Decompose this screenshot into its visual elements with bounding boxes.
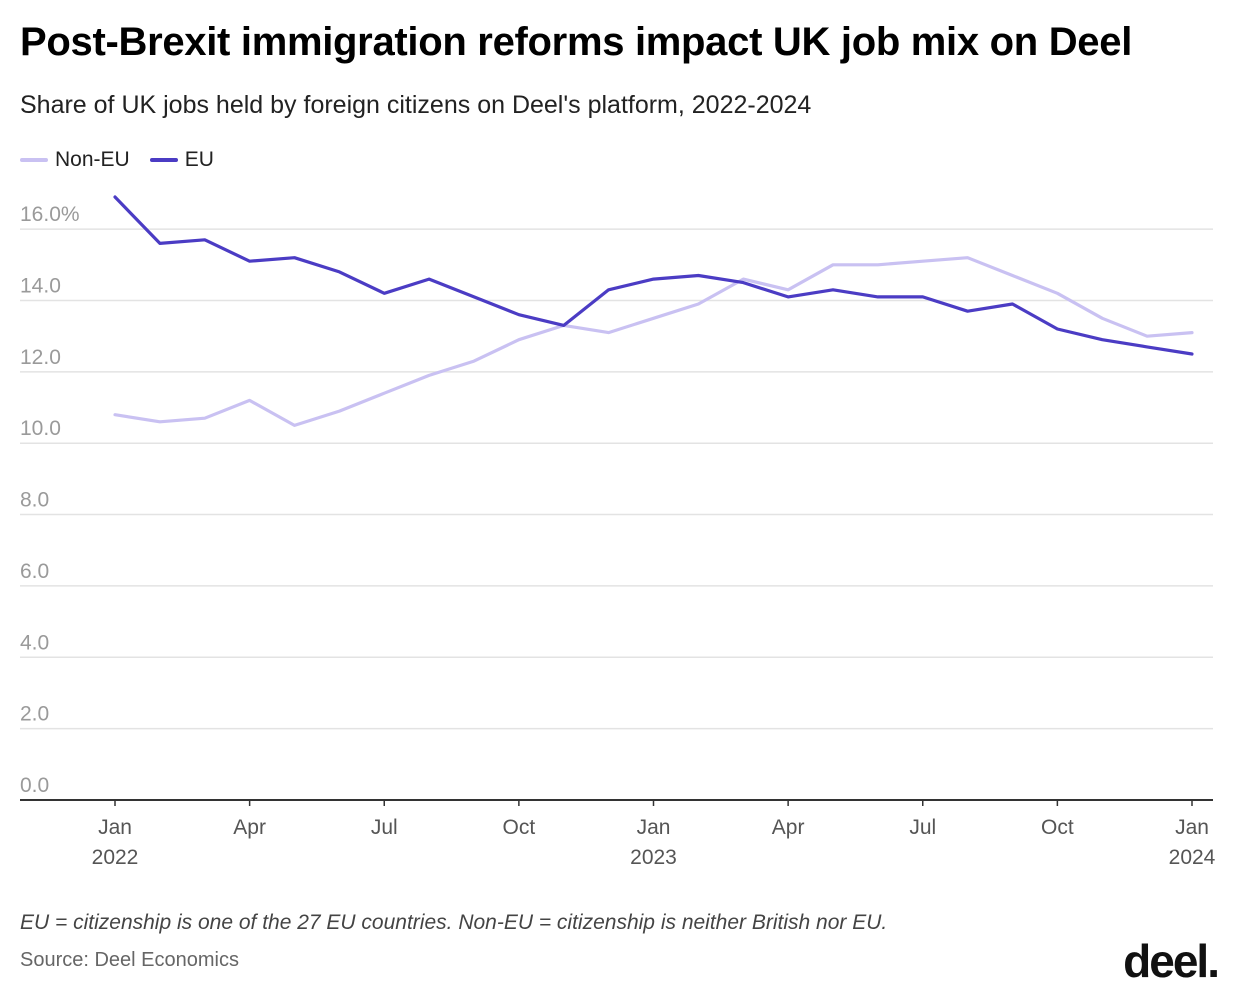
x-tick-label-month: Apr [772, 816, 805, 839]
series-line-eu [113, 195, 1194, 356]
legend-label-non-eu: Non-EU [55, 148, 130, 171]
y-tick-label: 16.0% [20, 203, 80, 226]
series-line-non-eu [113, 256, 1194, 427]
x-tick-label-month: Jul [909, 816, 936, 839]
legend-label-eu: EU [184, 148, 214, 171]
y-tick-label: 0.0 [20, 774, 49, 797]
x-tick-label-year: 2022 [92, 846, 139, 869]
source-text: Source: Deel Economics [20, 949, 239, 971]
y-tick-label: 4.0 [20, 631, 49, 654]
x-tick-label-month: Oct [503, 816, 536, 839]
x-tick-label-month: Jul [371, 816, 398, 839]
legend-swatch-eu [149, 158, 178, 162]
x-tick-label-month: Jan [98, 816, 132, 839]
x-tick-label-month: Oct [1041, 816, 1074, 839]
legend-item-eu: EU [149, 148, 214, 172]
x-tick-label-year: 2024 [1169, 846, 1216, 869]
grid-layer [20, 228, 1213, 730]
series-layer [113, 195, 1194, 427]
legend-swatch-non-eu [20, 158, 48, 162]
y-tick-label: 6.0 [20, 560, 49, 583]
y-tick-label: 2.0 [20, 703, 49, 726]
legend: Non-EU EU [20, 148, 234, 172]
x-axis-ticks: Jan 2022 Apr Jul Oct Jan 2023 Apr Jul Oct Jan 2024 [92, 800, 1216, 869]
footnote: EU = citizenship is one of the 27 EU cou… [20, 911, 888, 934]
y-tick-label: 10.0 [20, 417, 61, 440]
chart-subtitle: Share of UK jobs held by foreign citizen… [20, 91, 812, 119]
x-tick-label-month: Jan [1175, 816, 1209, 839]
x-tick-label-year: 2023 [630, 846, 677, 869]
y-tick-label: 14.0 [20, 274, 61, 297]
y-tick-label: 8.0 [20, 489, 49, 512]
y-axis-ticks: 0.0 2.0 4.0 6.0 8.0 10.0 12.0 14.0 16.0% [20, 203, 80, 797]
x-tick-label-month: Apr [233, 816, 266, 839]
legend-item-non-eu: Non-EU [20, 148, 130, 172]
deel-logo: deel. [1123, 935, 1220, 987]
chart-title: Post-Brexit immigration reforms impact U… [20, 20, 1133, 64]
x-tick-label-month: Jan [637, 816, 671, 839]
y-tick-label: 12.0 [20, 346, 61, 369]
